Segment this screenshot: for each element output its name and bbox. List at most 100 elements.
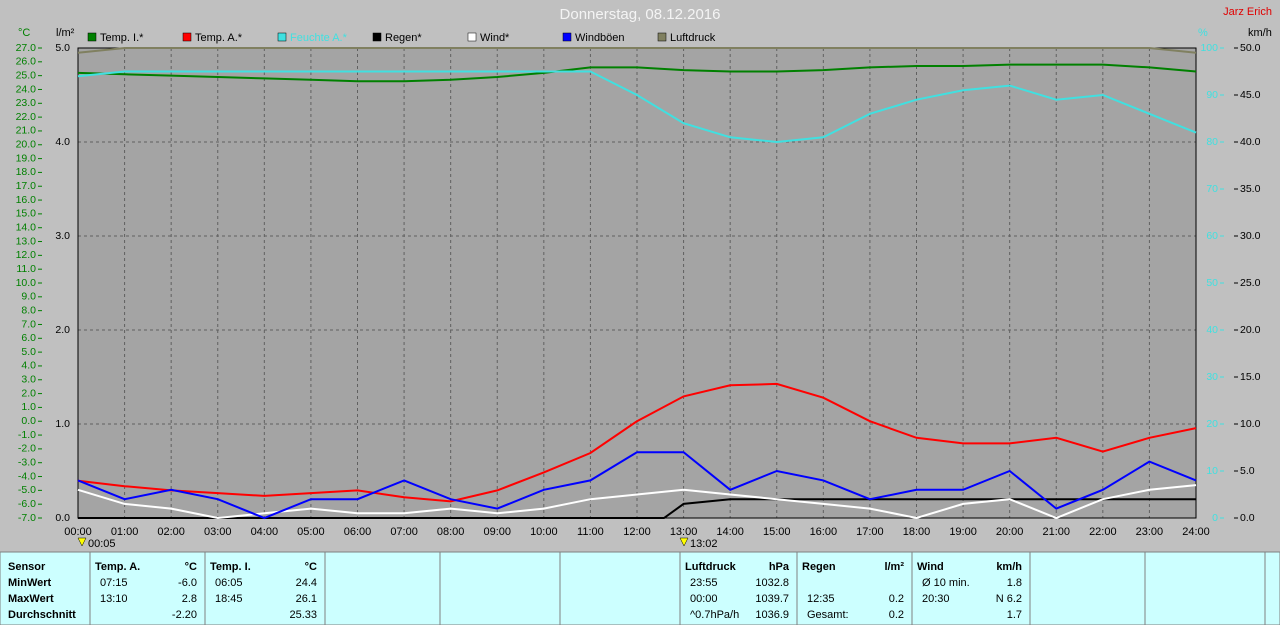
- y-tick-label: 60: [1206, 230, 1218, 242]
- cell: 18:45: [215, 593, 243, 605]
- x-tick-label: 23:00: [1136, 526, 1164, 538]
- y-tick-label: 0: [1212, 512, 1218, 524]
- cell: 13:10: [100, 593, 128, 605]
- panel-header: Luftdruck: [685, 561, 737, 573]
- cell: 0.2: [889, 609, 904, 621]
- legend-label: Temp. I.*: [100, 32, 144, 44]
- legend-swatch: [277, 32, 287, 42]
- x-tick-label: 18:00: [903, 526, 931, 538]
- y-tick-label: 80: [1206, 136, 1218, 148]
- x-tick-label: 10:00: [530, 526, 558, 538]
- legend-swatch: [87, 32, 97, 42]
- x-tick-label: 21:00: [1042, 526, 1070, 538]
- y-tick-label: 100: [1200, 42, 1218, 54]
- y-tick-label: 9.0: [21, 291, 36, 303]
- panel-unit: km/h: [996, 561, 1022, 573]
- y-tick-label: 10: [1206, 465, 1218, 477]
- y-tick-label: 1.0: [21, 401, 36, 413]
- cell: 23:55: [690, 577, 718, 589]
- cell: 26.1: [296, 593, 317, 605]
- cell: Gesamt:: [807, 609, 849, 621]
- y-tick-label: 40: [1206, 324, 1218, 336]
- author: Jarz Erich: [1223, 6, 1272, 18]
- cell: ^0.7hPa/h: [690, 609, 739, 621]
- y-tick-label: 18.0: [16, 166, 37, 178]
- series-line: [77, 70, 1197, 144]
- y-tick-label: 25.0: [1240, 277, 1261, 289]
- y-tick-label: 23.0: [16, 97, 37, 109]
- y-tick-label: -5.0: [18, 484, 36, 496]
- y-tick-label: 25.0: [16, 69, 37, 81]
- x-tick-label: 00:00: [64, 526, 92, 538]
- y-tick-label: 50: [1206, 277, 1218, 289]
- y-tick-label: 10.0: [1240, 418, 1261, 430]
- y-tick-label: 20.0: [1240, 324, 1261, 336]
- y-tick-label: 3.0: [55, 230, 70, 242]
- y-tick-label: 8.0: [21, 304, 36, 316]
- x-tick-label: 04:00: [251, 526, 279, 538]
- x-tick-label: 22:00: [1089, 526, 1117, 538]
- legend-swatch: [657, 32, 667, 42]
- series-line: [77, 451, 1197, 520]
- legend-label: Temp. A.*: [195, 32, 243, 44]
- x-tick-label: 24:00: [1182, 526, 1210, 538]
- y-tick-label: 4.0: [55, 136, 70, 148]
- cell: 1032.8: [755, 577, 789, 589]
- y-tick-label: 35.0: [1240, 183, 1261, 195]
- panel-unit: l/m²: [884, 561, 904, 573]
- cell: 25.33: [289, 609, 317, 621]
- legend-label: Feuchte A.*: [290, 32, 348, 44]
- annotation: 00:05: [88, 538, 116, 550]
- cell: 24.4: [296, 577, 317, 589]
- row-label: Sensor: [8, 561, 46, 573]
- y-tick-label: 13.0: [16, 235, 37, 247]
- cell: 06:05: [215, 577, 243, 589]
- legend-swatch: [182, 32, 192, 42]
- max-marker: [679, 537, 689, 547]
- y-tick-label: 45.0: [1240, 89, 1261, 101]
- y-tick-label: -1.0: [18, 429, 36, 441]
- y-tick-label: 1.0: [55, 418, 70, 430]
- x-tick-label: 13:00: [670, 526, 698, 538]
- y-tick-label: 21.0: [16, 125, 37, 137]
- y-tick-label: 40.0: [1240, 136, 1261, 148]
- row-label: Durchschnitt: [8, 609, 76, 621]
- x-tick-label: 16:00: [810, 526, 838, 538]
- y-tick-label: 20: [1206, 418, 1218, 430]
- y-tick-label: 3.0: [21, 374, 36, 386]
- cell: 2.8: [182, 593, 197, 605]
- cell: -2.20: [172, 609, 197, 621]
- y-tick-label: 0.0: [55, 512, 70, 524]
- cell: Ø 10 min.: [922, 577, 970, 589]
- series-line: [78, 498, 1196, 519]
- min-marker: [77, 537, 87, 547]
- legend-label: Windböen: [575, 32, 625, 44]
- y-tick-label: 17.0: [16, 180, 37, 192]
- axis-label: km/h: [1248, 27, 1272, 39]
- axis-label: %: [1198, 27, 1208, 39]
- x-tick-label: 20:00: [996, 526, 1024, 538]
- y-tick-label: 14.0: [16, 221, 37, 233]
- x-tick-label: 09:00: [483, 526, 511, 538]
- axis-label: l/m²: [56, 27, 75, 39]
- y-tick-label: 10.0: [16, 277, 37, 289]
- panel-header: Temp. I.: [210, 561, 251, 573]
- series-line: [77, 382, 1197, 503]
- cell: 00:00: [690, 593, 718, 605]
- axis-label: °C: [18, 27, 30, 39]
- y-tick-label: 20.0: [16, 139, 37, 151]
- x-tick-label: 11:00: [577, 526, 604, 538]
- y-tick-label: -2.0: [18, 443, 36, 455]
- x-tick-label: 01:00: [111, 526, 139, 538]
- y-tick-label: 2.0: [21, 387, 36, 399]
- y-tick-label: 90: [1206, 89, 1218, 101]
- y-tick-label: -3.0: [18, 456, 36, 468]
- y-tick-label: -7.0: [18, 512, 36, 524]
- legend-swatch: [467, 32, 477, 42]
- y-tick-label: 15.0: [16, 208, 37, 220]
- x-tick-label: 12:00: [623, 526, 651, 538]
- x-tick-label: 02:00: [157, 526, 185, 538]
- y-tick-label: 6.0: [21, 332, 36, 344]
- x-tick-label: 07:00: [390, 526, 418, 538]
